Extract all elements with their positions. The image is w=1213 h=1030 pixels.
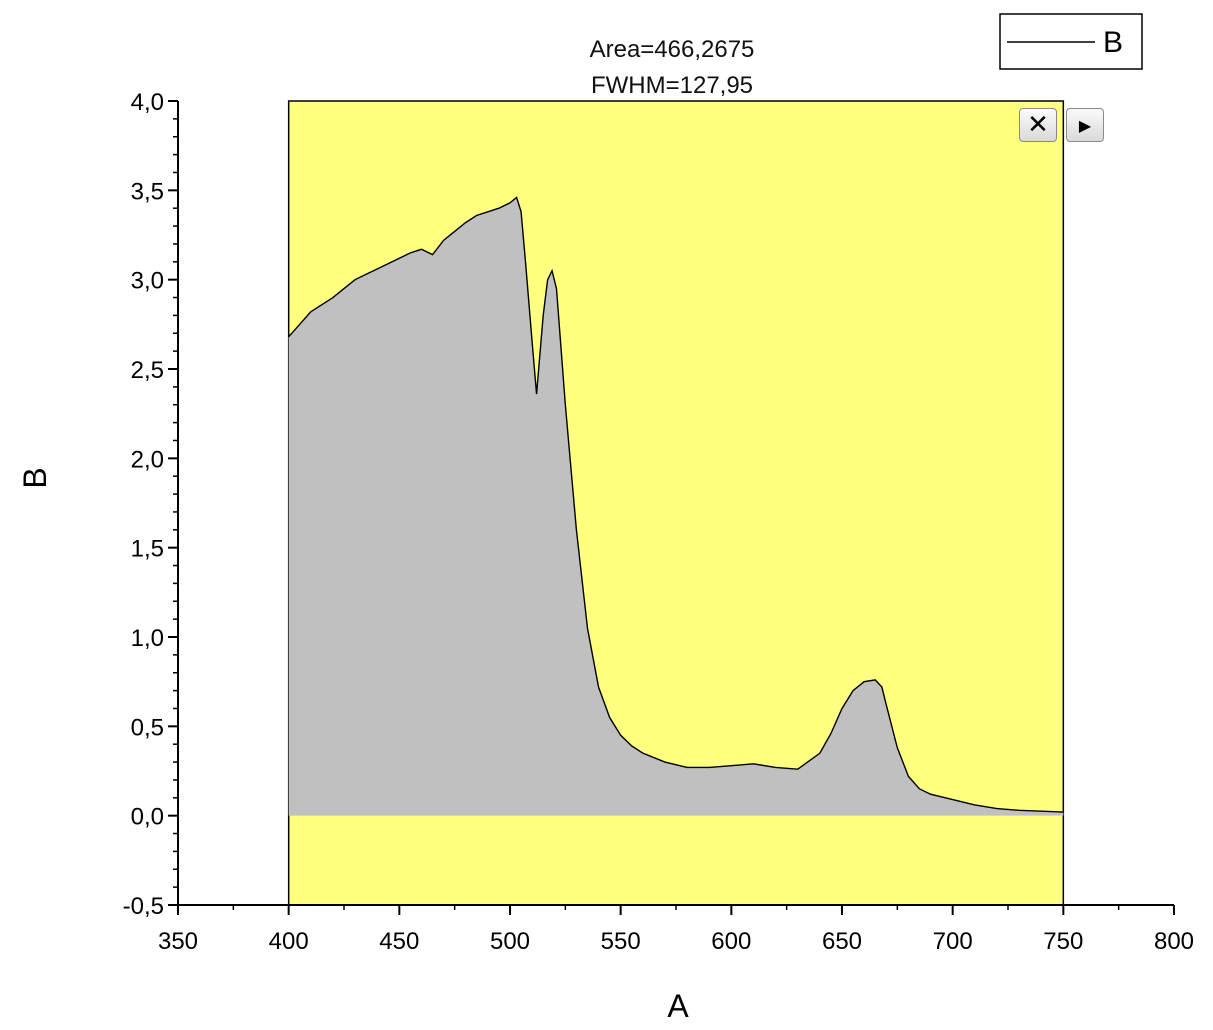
x-tick-label: 550 (601, 928, 641, 955)
ticks-layer (168, 100, 1175, 915)
area-layer (288, 196, 1064, 816)
x-tick-label: 500 (490, 928, 530, 955)
expand-arrow-icon: ▶ (1078, 115, 1092, 135)
area-annotation: Area=466,2675 (590, 36, 755, 63)
y-tick-label: 2,0 (131, 446, 164, 473)
y-tick-label: 3,0 (131, 268, 164, 295)
y-tick-label: 2,5 (131, 357, 164, 384)
y-tick-label: 1,0 (131, 625, 164, 652)
y-tick-label: 3,5 (131, 178, 164, 205)
series-line-B (288, 196, 1064, 813)
x-tick-label: 350 (158, 928, 198, 955)
y-axis-title: B (17, 467, 53, 488)
close-icon: ✕ (1027, 110, 1049, 140)
x-tick-label: 600 (711, 928, 751, 955)
legend: B (999, 13, 1143, 70)
area-fill (288, 197, 1064, 816)
y-tick-label: -0,5 (123, 893, 164, 920)
y-tick-label: 1,5 (131, 536, 164, 563)
y-tick-label: 0,0 (131, 804, 164, 831)
x-tick-label: 400 (269, 928, 309, 955)
fwhm-annotation: FWHM=127,95 (591, 72, 753, 99)
labels-layer: 350 400 450 500 550 600 650 700 750 800 -0,5 0,0 0,5… (123, 89, 1194, 955)
close-button[interactable]: ✕ (1019, 108, 1057, 142)
expand-button[interactable]: ▶ (1066, 108, 1104, 142)
legend-label-B: B (1103, 26, 1123, 59)
x-tick-label: 700 (933, 928, 973, 955)
x-tick-label: 800 (1154, 928, 1194, 955)
y-tick-label: 4,0 (131, 89, 164, 116)
x-tick-label: 650 (822, 928, 862, 955)
y-tick-label: 0,5 (131, 714, 164, 741)
x-tick-label: 750 (1043, 928, 1083, 955)
x-axis-title: A (667, 988, 689, 1024)
x-tick-label: 450 (379, 928, 419, 955)
